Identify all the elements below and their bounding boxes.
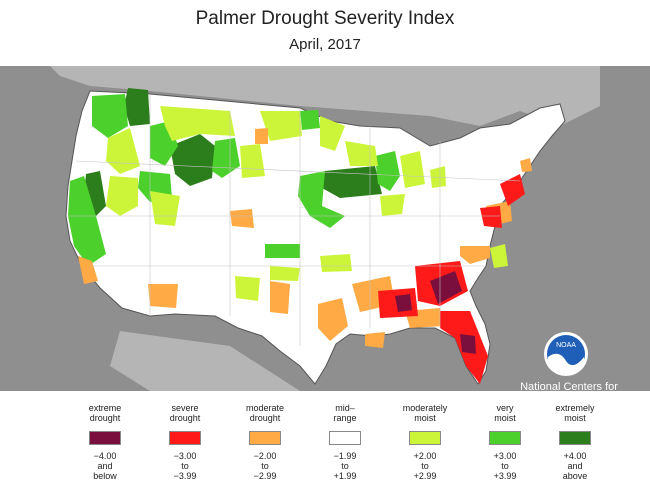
ncei-line3: Information (541, 405, 597, 417)
legend-category-line1: moderately (402, 403, 448, 413)
legend-swatch (559, 431, 591, 445)
legend-range: +3.00 to +3.99 (470, 451, 540, 481)
legend-category-line1: severe (171, 403, 199, 413)
legend-category-line1: mid– (335, 403, 355, 413)
legend-range: +4.00 and above (540, 451, 610, 481)
legend-range-line1: −3.00 (173, 451, 197, 461)
legend-range-line2: and (567, 461, 583, 471)
drought-map: NOAA National Centers for Environmental … (0, 66, 650, 417)
legend-range-line3: −3.99 (173, 471, 197, 481)
legend-range-line1: +2.00 (413, 451, 437, 461)
legend-item-moderate-drought: moderate drought −2.00 to −2.99 (230, 403, 300, 481)
legend: extreme drought −4.00 and below severe d… (70, 403, 610, 481)
legend-range-line2: and (97, 461, 113, 471)
legend-range-line2: to (261, 461, 269, 471)
legend-category-line2: drought (169, 413, 201, 423)
legend-swatch (89, 431, 121, 445)
state-boundaries (68, 94, 521, 346)
legend-category-line2: drought (89, 413, 121, 423)
legend-range-line3: +3.99 (493, 471, 517, 481)
noaa-logo-text: NOAA (556, 342, 576, 349)
legend-category: moderately moist (390, 403, 460, 425)
legend-swatch (409, 431, 441, 445)
us-map-svg (50, 66, 600, 391)
legend-range-line1: +4.00 (563, 451, 587, 461)
mexico-landmass (110, 331, 300, 391)
legend-range-line1: −1.99 (333, 451, 357, 461)
legend-range-line2: to (501, 461, 509, 471)
legend-range-line2: to (421, 461, 429, 471)
legend-category-line1: extremely (555, 403, 595, 413)
legend-category-line2: moist (564, 413, 586, 423)
map-title: Palmer Drought Severity Index (195, 8, 455, 29)
legend-range: +2.00 to +2.99 (390, 451, 460, 481)
legend-category: mid– range (310, 403, 380, 425)
legend-range-line1: −2.00 (253, 451, 277, 461)
legend-swatch (249, 431, 281, 445)
legend-range-line2: to (181, 461, 189, 471)
legend-category: very moist (470, 403, 540, 425)
legend-category: extreme drought (70, 403, 140, 425)
noaa-emblem-icon: NOAA (544, 332, 588, 376)
legend-swatch (489, 431, 521, 445)
moderately-moist-regions (106, 106, 508, 301)
legend-range-line3: −2.99 (253, 471, 277, 481)
extreme-drought-regions (395, 271, 476, 354)
noaa-logo: NOAA (543, 331, 589, 377)
ncei-label: National Centers for Environmental Infor… (510, 381, 628, 417)
legend-category: severe drought (150, 403, 220, 425)
legend-category: moderate drought (230, 403, 300, 425)
map-subtitle: April, 2017 (289, 36, 361, 53)
legend-range: −3.00 to −3.99 (150, 451, 220, 481)
legend-category-line1: very (496, 403, 514, 413)
legend-range-line2: to (341, 461, 349, 471)
legend-category-line2: moist (414, 413, 436, 423)
legend-swatch (169, 431, 201, 445)
legend-swatch (329, 431, 361, 445)
legend-item-mid-range: mid– range −1.99 to +1.99 (310, 403, 380, 481)
legend-category-line2: range (333, 413, 357, 423)
legend-item-severe-drought: severe drought −3.00 to −3.99 (150, 403, 220, 481)
legend-category-line1: moderate (245, 403, 285, 413)
legend-range-line1: +3.00 (493, 451, 517, 461)
ncei-line1: National Centers for (520, 381, 618, 393)
legend-category-line2: moist (494, 413, 516, 423)
legend-range: −4.00 and below (70, 451, 140, 481)
legend-category-line1: extreme (88, 403, 122, 413)
legend-range: −2.00 to −2.99 (230, 451, 300, 481)
legend-item-extreme-drought: extreme drought −4.00 and below (70, 403, 140, 481)
legend-category-line2: drought (249, 413, 281, 423)
legend-range: −1.99 to +1.99 (310, 451, 380, 481)
legend-range-line3: +1.99 (333, 471, 357, 481)
legend-category: extremely moist (540, 403, 610, 425)
ncei-line2: Environmental (533, 393, 605, 405)
legend-item-extremely-moist: extremely moist +4.00 and above (540, 403, 610, 481)
legend-item-moderately-moist: moderately moist +2.00 to +2.99 (390, 403, 460, 481)
legend-range-line3: +2.99 (413, 471, 437, 481)
canada-landmass (50, 66, 600, 126)
legend-range-line3: below (93, 471, 117, 481)
legend-range-line3: above (562, 471, 588, 481)
legend-item-very-moist: very moist +3.00 to +3.99 (470, 403, 540, 481)
legend-range-line1: −4.00 (93, 451, 117, 461)
